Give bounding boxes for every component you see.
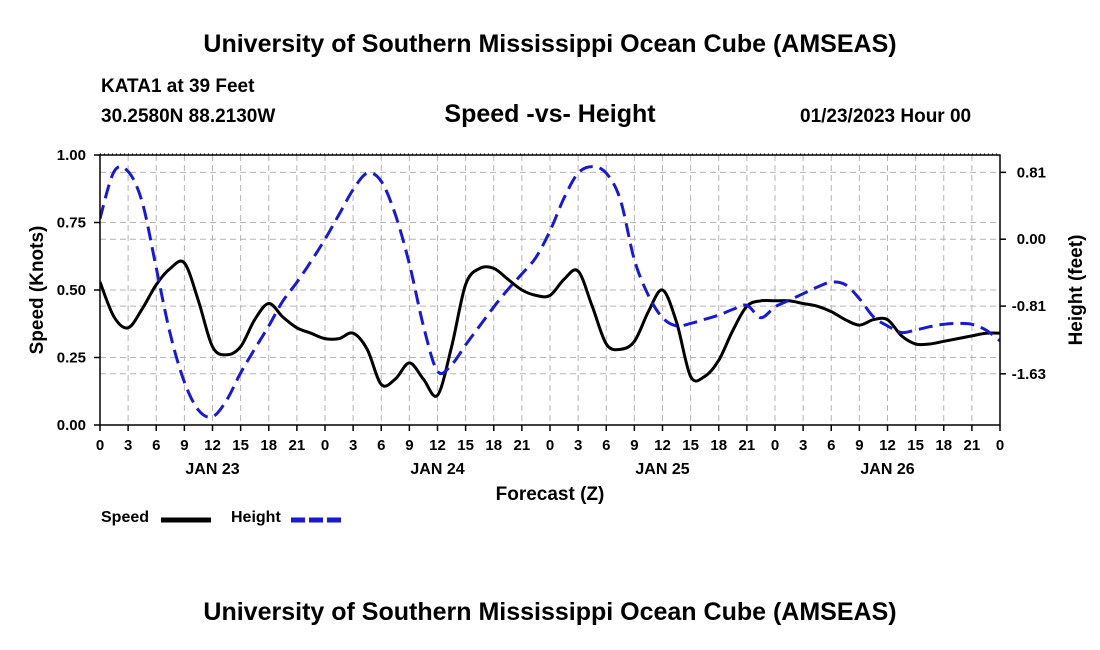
chart-subtitle: Speed -vs- Height [444,100,656,128]
x-tick-label: 0 [96,437,104,454]
speed-series-line [100,259,1000,398]
x-tick-label: 21 [289,437,306,454]
y-right-axis-label: Height (feet) [1066,235,1087,346]
x-tick-label: 12 [879,437,896,454]
x-tick-label: 9 [630,437,638,454]
x-tick-label: 21 [514,437,531,454]
x-axis-label: Forecast (Z) [496,484,605,505]
y-left-axis-label: Speed (Knots) [27,226,48,355]
x-tick-label: 21 [739,437,756,454]
forecast-datetime: 01/23/2023 Hour 00 [800,106,972,127]
x-tick-label: 3 [799,437,807,454]
y-left-tick-label: 1.00 [57,147,86,164]
y-left-tick-label: 0.00 [57,417,86,434]
station-name: KATA1 at 39 Feet [101,76,255,97]
legend-height-label: Height [231,509,281,526]
legend-speed-label: Speed [101,509,150,526]
x-tick-label: 6 [377,437,385,454]
x-tick-label: 0 [546,437,554,454]
x-tick-label: 3 [349,437,357,454]
day-label: JAN 23 [185,461,239,478]
x-tick-label: 3 [124,437,132,454]
x-tick-label: 9 [855,437,863,454]
y-left-tick-label: 0.50 [57,282,86,299]
x-tick-label: 0 [771,437,779,454]
x-tick-label: 21 [964,437,981,454]
x-tick-label: 6 [152,437,160,454]
day-label: JAN 24 [410,461,464,478]
chart-main-title: University of Southern Mississippi Ocean… [203,30,897,58]
day-label: JAN 26 [860,461,914,478]
x-tick-label: 9 [405,437,413,454]
y-right-tick-label: -1.63 [1012,366,1046,383]
x-tick-label: 18 [260,437,277,454]
x-tick-label: 9 [180,437,188,454]
x-tick-label: 0 [321,437,329,454]
x-tick-label: 18 [485,437,502,454]
x-tick-label: 6 [602,437,610,454]
day-label: JAN 25 [635,461,689,478]
height-series-line [100,165,1000,419]
x-tick-label: 15 [907,437,924,454]
x-tick-label: 15 [682,437,699,454]
y-left-tick-label: 0.25 [57,350,86,367]
x-tick-label: 12 [204,437,221,454]
x-tick-label: 12 [429,437,446,454]
x-tick-label: 15 [232,437,249,454]
footer-title: University of Southern Mississippi Ocean… [203,598,897,626]
x-tick-label: 18 [935,437,952,454]
y-right-tick-label: 0.00 [1017,231,1046,248]
y-right-tick-label: 0.81 [1017,164,1046,181]
y-left-tick-label: 0.75 [57,215,86,232]
y-right-tick-label: -0.81 [1012,298,1046,315]
station-coordinates: 30.2580N 88.2130W [101,106,276,127]
x-tick-label: 15 [457,437,474,454]
x-tick-label: 0 [996,437,1004,454]
x-tick-label: 3 [574,437,582,454]
x-tick-label: 6 [827,437,835,454]
x-tick-label: 12 [654,437,671,454]
x-tick-label: 18 [710,437,727,454]
